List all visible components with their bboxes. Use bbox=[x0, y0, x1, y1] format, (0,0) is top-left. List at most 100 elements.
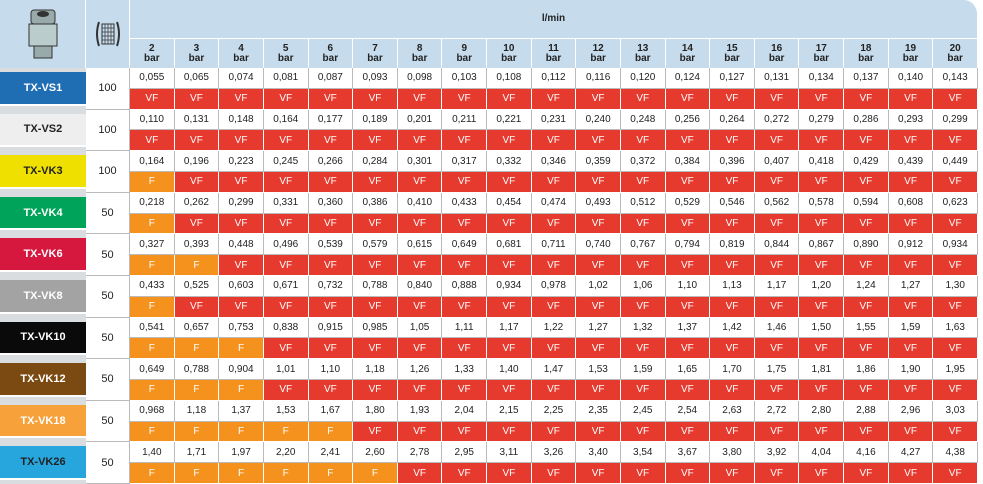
flow-value: 0,740 bbox=[576, 234, 621, 256]
drop-class: F bbox=[219, 463, 264, 484]
flow-value: 0,512 bbox=[620, 192, 666, 214]
flow-value: 0,623 bbox=[933, 192, 978, 214]
drop-class: VF bbox=[130, 88, 175, 110]
flow-value: 2,96 bbox=[888, 400, 934, 422]
drop-class: VF bbox=[799, 380, 845, 401]
flow-value: 0,649 bbox=[442, 234, 488, 256]
drop-class: VF bbox=[710, 421, 755, 443]
drop-class: F bbox=[219, 380, 264, 401]
nozzle-icon-header bbox=[0, 0, 86, 68]
flow-value: 0,103 bbox=[442, 68, 488, 89]
pressure-header: 13 bar bbox=[620, 38, 666, 68]
flow-value: 2,41 bbox=[308, 442, 354, 464]
drop-class: VF bbox=[353, 296, 398, 318]
product-label: TX-VK3 bbox=[0, 155, 86, 189]
flow-value: 1,59 bbox=[888, 317, 934, 339]
drop-class: VF bbox=[844, 338, 889, 360]
pressure-header: 17 bar bbox=[799, 38, 845, 68]
flow-value: 0,372 bbox=[620, 151, 666, 172]
drop-class: VF bbox=[442, 338, 488, 360]
drop-class: F bbox=[130, 421, 175, 443]
flow-value: 0,134 bbox=[799, 68, 845, 89]
flow-value: 0,681 bbox=[487, 234, 532, 256]
drop-class: VF bbox=[888, 255, 934, 276]
drop-class: VF bbox=[710, 338, 755, 360]
pressure-value: 3 bbox=[193, 42, 200, 54]
flow-value: 1,13 bbox=[710, 276, 755, 297]
flow-value: 0,245 bbox=[263, 151, 309, 172]
pressure-header: 14 bar bbox=[665, 38, 711, 68]
drop-class: VF bbox=[219, 172, 264, 193]
drop-class: VF bbox=[263, 380, 309, 401]
drop-class: VF bbox=[799, 130, 845, 152]
flow-value: 2,63 bbox=[710, 400, 755, 422]
drop-class: VF bbox=[442, 172, 488, 193]
pressure-unit: bar bbox=[501, 52, 517, 64]
flow-value: 0,454 bbox=[487, 192, 532, 214]
flow-value: 0,124 bbox=[665, 68, 711, 89]
drop-class: F bbox=[174, 255, 220, 276]
drop-class: VF bbox=[799, 421, 845, 443]
drop-class: VF bbox=[844, 421, 889, 443]
drop-class: F bbox=[174, 463, 220, 484]
flow-value: 0,594 bbox=[844, 192, 889, 214]
flow-value: 0,359 bbox=[576, 151, 621, 172]
drop-class: VF bbox=[263, 213, 309, 235]
drop-class: VF bbox=[799, 255, 845, 276]
pressure-header: 11 bar bbox=[531, 38, 577, 68]
drop-class: VF bbox=[844, 255, 889, 276]
pressure-value: 19 bbox=[904, 42, 917, 54]
pressure-header: 3 bar bbox=[174, 38, 220, 68]
drop-class: VF bbox=[799, 296, 845, 318]
flow-value: 0,429 bbox=[844, 151, 889, 172]
flow-value: 0,143 bbox=[933, 68, 978, 89]
drop-class: VF bbox=[308, 380, 354, 401]
drop-class: VF bbox=[308, 172, 354, 193]
drop-class: F bbox=[130, 338, 175, 360]
pressure-unit: bar bbox=[902, 52, 919, 64]
flow-value: 0,218 bbox=[130, 192, 175, 214]
drop-class: VF bbox=[933, 213, 978, 235]
drop-class: VF bbox=[799, 213, 845, 235]
flow-value: 0,148 bbox=[219, 109, 264, 131]
flow-value: 0,788 bbox=[353, 276, 398, 297]
flow-value: 1,53 bbox=[263, 400, 309, 422]
drop-class: VF bbox=[397, 130, 443, 152]
drop-class: VF bbox=[888, 463, 934, 484]
drop-class: VF bbox=[397, 338, 443, 360]
mesh-icon-header bbox=[86, 0, 130, 68]
flow-value: 0,439 bbox=[888, 151, 934, 172]
drop-class: VF bbox=[620, 255, 666, 276]
drop-class: VF bbox=[263, 255, 309, 276]
flow-value: 0,525 bbox=[174, 276, 220, 297]
drop-class: VF bbox=[487, 130, 532, 152]
pressure-header: 16 bar bbox=[754, 38, 800, 68]
drop-class: VF bbox=[620, 421, 666, 443]
drop-class: VF bbox=[308, 296, 354, 318]
flow-value: 0,888 bbox=[442, 276, 488, 297]
mesh-value: 50 bbox=[86, 442, 130, 484]
flow-value: 0,711 bbox=[531, 234, 577, 256]
drop-class: VF bbox=[710, 130, 755, 152]
flow-value: 1,27 bbox=[576, 317, 621, 339]
pressure-header: 19 bar bbox=[888, 38, 934, 68]
drop-class: VF bbox=[397, 88, 443, 110]
drop-class: VF bbox=[888, 338, 934, 360]
drop-class: VF bbox=[844, 130, 889, 152]
drop-class: F bbox=[174, 421, 220, 443]
flow-value: 0,164 bbox=[130, 151, 175, 172]
flow-value: 3,11 bbox=[487, 442, 532, 464]
flow-value: 0,299 bbox=[219, 192, 264, 214]
pressure-unit: bar bbox=[144, 52, 160, 64]
flow-value: 0,131 bbox=[754, 68, 800, 89]
drop-class: VF bbox=[487, 255, 532, 276]
flow-value: 0,055 bbox=[130, 68, 175, 89]
drop-class: VF bbox=[397, 296, 443, 318]
flow-value: 1,18 bbox=[353, 359, 398, 380]
drop-class: VF bbox=[219, 213, 264, 235]
flow-value: 1,67 bbox=[308, 400, 354, 422]
flow-value: 3,80 bbox=[710, 442, 755, 464]
flow-value: 1,93 bbox=[397, 400, 443, 422]
flow-value: 2,04 bbox=[442, 400, 488, 422]
flow-value: 1,24 bbox=[844, 276, 889, 297]
